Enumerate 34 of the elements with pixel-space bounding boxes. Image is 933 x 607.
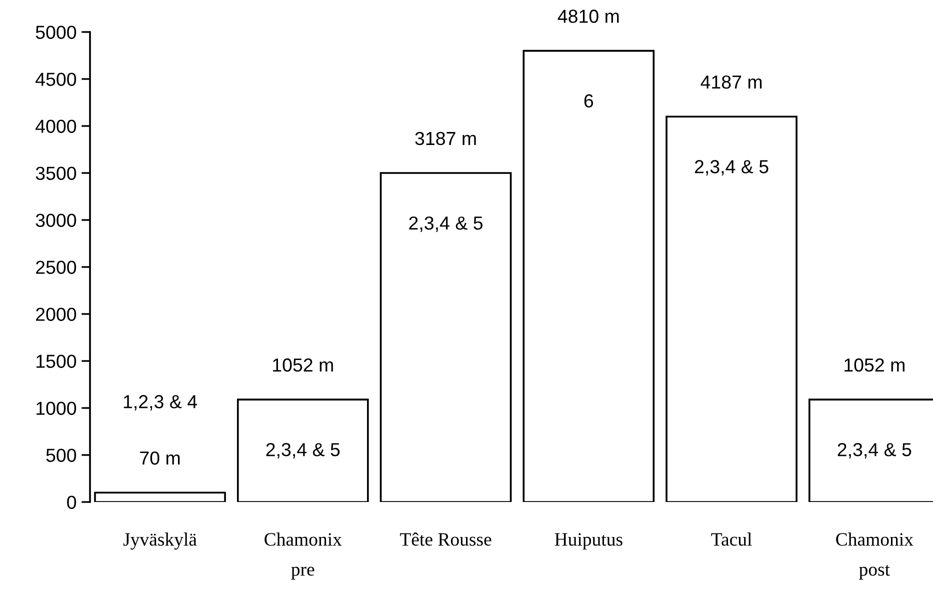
x-tick-label: Chamonix post (836, 532, 914, 580)
annotation: 2,3,4 & 5 (838, 442, 912, 458)
annotation: 2,3,4 & 5 (694, 160, 768, 176)
annotation: 6 (584, 94, 594, 108)
annotation: 2,3,4 & 5 (409, 216, 483, 232)
annotation: 2,3,4 & 5 (266, 442, 340, 458)
bar (666, 116, 798, 502)
x-tick-label: Chamonix pre (264, 532, 342, 580)
bar (522, 50, 655, 502)
bar (236, 398, 369, 502)
annotation: 1,2,3 & 4 (124, 395, 197, 411)
annotation: 70 m (140, 451, 180, 465)
x-tick-label: Huiputus (554, 533, 622, 550)
y-tick-label: 4500 (36, 72, 76, 86)
x-tick-label: Tacul (711, 532, 752, 546)
y-tick-label: 5000 (36, 26, 76, 39)
y-tick-label: 2000 (36, 308, 76, 321)
y-tick-label: 2500 (36, 260, 76, 274)
annotation: 4187 m (700, 75, 762, 89)
annotation: 3187 m (415, 132, 476, 146)
annotation: 1052 m (273, 358, 333, 372)
bar (380, 172, 512, 502)
y-tick-label: 3500 (36, 166, 76, 180)
y-tick-label: 1500 (36, 354, 76, 368)
bar (94, 492, 226, 502)
y-tick-label: 3000 (36, 214, 76, 227)
x-tick-label: Tête Rousse (400, 532, 492, 546)
y-tick-label: 1000 (36, 402, 76, 415)
y-tick-label: 500 (46, 448, 76, 462)
x-tick-label: Jyväskylä (123, 532, 197, 550)
y-tick-label: 4000 (36, 120, 76, 133)
y-tick-label: 0 (67, 496, 76, 509)
text: 4810 m (558, 10, 619, 23)
annotation: 1052 m (844, 358, 904, 372)
